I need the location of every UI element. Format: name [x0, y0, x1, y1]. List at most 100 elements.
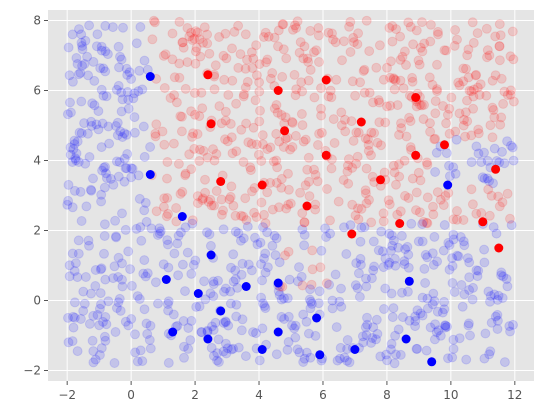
background-point [200, 187, 211, 198]
background-point [402, 286, 413, 297]
x-tick-label: 12 [507, 388, 522, 402]
background-point [243, 137, 254, 148]
background-point [282, 344, 293, 355]
background-point [502, 188, 513, 199]
background-point [387, 36, 398, 47]
background-point [116, 87, 127, 98]
background-point [65, 149, 76, 160]
background-point [348, 135, 359, 146]
background-point [472, 82, 483, 93]
background-point [313, 23, 324, 33]
background-point [335, 342, 346, 353]
background-point [346, 116, 357, 127]
background-point [306, 298, 317, 309]
background-point [231, 311, 242, 322]
background-point [502, 90, 513, 100]
background-point [88, 346, 99, 357]
background-point [448, 334, 459, 345]
background-point [240, 193, 251, 204]
background-point [104, 138, 115, 149]
background-point [202, 29, 213, 40]
background-point [343, 178, 354, 189]
background-point [198, 145, 209, 156]
background-point [276, 110, 287, 120]
background-point [114, 157, 125, 168]
background-point [342, 335, 353, 345]
background-point [91, 119, 102, 130]
background-point [298, 357, 309, 367]
background-point [73, 69, 84, 80]
background-point [368, 265, 379, 276]
background-point [163, 305, 174, 316]
background-point [425, 322, 436, 333]
background-point [458, 76, 469, 87]
background-point [505, 89, 516, 100]
background-point [187, 131, 198, 142]
background-point [411, 101, 422, 112]
background-point [364, 87, 375, 98]
background-point [230, 226, 241, 237]
background-point [278, 142, 289, 152]
background-point [243, 259, 254, 270]
background-point [299, 229, 310, 240]
background-point [139, 304, 150, 315]
background-point [260, 248, 271, 259]
background-point [84, 152, 95, 162]
background-point [408, 39, 419, 50]
background-point [487, 75, 498, 86]
background-point [303, 75, 314, 86]
background-point [363, 145, 374, 156]
background-point [133, 86, 144, 97]
background-point [459, 240, 470, 251]
background-point [413, 55, 424, 66]
background-point [350, 90, 361, 101]
background-point [493, 290, 504, 301]
background-point [172, 238, 183, 249]
background-point [415, 308, 426, 319]
background-point [121, 129, 132, 140]
background-point [298, 309, 309, 320]
background-point [290, 130, 301, 141]
background-point [479, 173, 490, 184]
background-point [242, 54, 252, 65]
background-point [86, 120, 97, 131]
background-point [192, 27, 203, 38]
background-point [117, 281, 128, 292]
background-point [230, 210, 241, 221]
background-point [68, 311, 79, 322]
background-point [303, 176, 314, 187]
background-point [502, 136, 513, 147]
background-point [184, 31, 195, 42]
background-point [395, 31, 406, 42]
background-point [446, 92, 457, 103]
background-point [432, 26, 443, 37]
background-point [205, 194, 216, 205]
background-point [190, 26, 201, 37]
background-point [96, 84, 107, 95]
background-point [129, 112, 140, 123]
background-point [278, 19, 289, 30]
background-point [407, 173, 418, 184]
background-point [389, 358, 400, 369]
background-point [372, 328, 383, 339]
background-point [382, 101, 392, 112]
background-point [96, 45, 107, 56]
background-point [303, 328, 314, 339]
background-point [79, 118, 90, 129]
background-point [236, 124, 247, 135]
background-point [417, 46, 428, 57]
background-point [435, 194, 446, 205]
background-point [205, 288, 216, 299]
background-point [427, 79, 438, 90]
background-point [314, 286, 325, 297]
red-point [491, 164, 501, 174]
background-point [76, 29, 87, 40]
background-point [77, 41, 88, 51]
background-point [397, 51, 408, 62]
background-point [309, 92, 320, 103]
blue-point [404, 276, 414, 286]
background-point [381, 349, 392, 360]
background-point [443, 353, 453, 364]
background-point [149, 17, 160, 28]
background-point [77, 44, 88, 55]
